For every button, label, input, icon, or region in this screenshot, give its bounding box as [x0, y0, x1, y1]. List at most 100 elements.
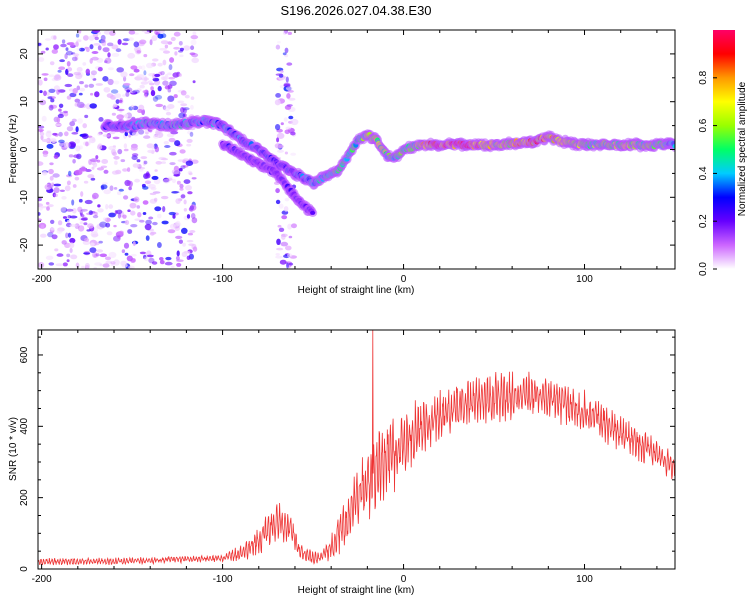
heatmap-cell: [47, 96, 53, 100]
heatmap-cell: [58, 103, 64, 109]
heatmap-cell: [149, 198, 157, 204]
heatmap-cell: [67, 67, 73, 72]
heatmap-cell: [167, 229, 176, 234]
heatmap-cell: [49, 162, 54, 166]
heatmap-cell: [157, 30, 165, 34]
heatmap-cell: [49, 61, 55, 66]
heatmap-cell: [48, 168, 54, 175]
heatmap-cell: [93, 226, 99, 233]
heatmap-cell: [57, 69, 62, 73]
heatmap-cell: [68, 242, 75, 249]
heatmap-cell: [151, 261, 158, 265]
heatmap-cell: [76, 85, 81, 91]
heatmap-cell: [180, 107, 185, 113]
heatmap-cell: [83, 35, 89, 41]
heatmap-cell: [90, 92, 94, 96]
heatmap-cell: [284, 47, 289, 54]
heatmap-cell: [162, 105, 167, 110]
heatmap-cell: [78, 209, 85, 213]
heatmap-cell: [71, 56, 78, 62]
heatmap-cell: [185, 185, 192, 191]
heatmap-cell: [182, 242, 186, 247]
snr-plot-area: [38, 330, 675, 569]
heatmap-cell: [52, 192, 56, 198]
heatmap-cell: [44, 38, 52, 41]
heatmap-cell: [141, 65, 146, 71]
heatmap-cell: [106, 231, 113, 236]
heatmap-cell: [275, 44, 281, 50]
heatmap-cell: [280, 241, 289, 247]
heatmap-cell: [76, 101, 85, 108]
heatmap-cell: [168, 64, 173, 71]
heatmap-cell: [110, 89, 119, 94]
heatmap-cell: [92, 192, 99, 199]
heatmap-cell: [169, 57, 175, 63]
heatmap-cell: [109, 30, 116, 36]
snr-series-line: [38, 330, 675, 566]
heatmap-cell: [78, 198, 83, 203]
heatmap-cell: [159, 257, 164, 261]
heatmap-cell: [136, 205, 141, 209]
heatmap-cell: [89, 247, 97, 253]
heatmap-cell: [104, 256, 112, 261]
heatmap-cell: [48, 104, 54, 111]
heatmap-cell: [122, 168, 128, 172]
heatmap-cell: [56, 116, 61, 124]
colorbar-ticks: 0.0 0.2 0.4 0.6 0.8: [698, 70, 717, 276]
y-tick-label: 600: [19, 346, 30, 363]
heatmap-cell: [150, 86, 154, 91]
heatmap-cell: [169, 151, 177, 156]
heatmap-cell: [151, 175, 159, 180]
heatmap-cell: [61, 39, 66, 44]
heatmap-cell: [56, 89, 60, 95]
heatmap-cell: [190, 45, 195, 50]
heatmap-cell: [61, 196, 67, 200]
heatmap-cell: [192, 246, 198, 252]
heatmap-cell: [72, 53, 80, 57]
heatmap-cell: [54, 248, 59, 252]
heatmap-cell: [275, 253, 280, 256]
heatmap-cell: [40, 224, 45, 230]
heatmap-cell: [38, 161, 44, 166]
heatmap-cell: [45, 131, 52, 138]
heatmap-cell: [116, 114, 124, 120]
heatmap-cell: [78, 30, 82, 34]
heatmap-cell: [93, 43, 101, 46]
heatmap-cell: [187, 130, 193, 135]
heatmap-cell: [48, 96, 56, 100]
heatmap-cell: [84, 237, 90, 242]
heatmap-cell: [187, 232, 193, 236]
heatmap-cell: [89, 103, 97, 109]
heatmap-cell: [281, 215, 288, 220]
heatmap-cell: [275, 199, 281, 205]
heatmap-cell: [102, 217, 107, 221]
heatmap-cell: [69, 237, 76, 244]
colorbar-tick-label: 0.2: [698, 214, 709, 228]
heatmap-cell: [276, 238, 281, 245]
heatmap-cell: [145, 235, 150, 241]
y-tick-label: 400: [19, 418, 30, 435]
heatmap-cell: [276, 137, 280, 143]
heatmap-cell: [183, 199, 187, 205]
heatmap-cell: [68, 154, 74, 158]
heatmap-cell: [190, 39, 197, 46]
heatmap-cell: [102, 134, 111, 138]
heatmap-cell: [128, 30, 136, 35]
heatmap-cell: [123, 148, 129, 152]
heatmap-cell: [274, 143, 283, 149]
heatmap-cell: [164, 261, 173, 266]
heatmap-cell: [69, 248, 73, 253]
heatmap-cell: [148, 72, 156, 77]
heatmap-cell: [162, 177, 170, 183]
heatmap-cell: [283, 30, 287, 35]
heatmap-cell: [169, 223, 176, 229]
heatmap-cell: [64, 131, 69, 137]
heatmap-cell: [144, 31, 151, 34]
heatmap-cell: [173, 94, 178, 99]
heatmap-cell: [144, 223, 152, 231]
heatmap-cell: [178, 41, 183, 46]
heatmap-cell: [152, 58, 159, 62]
heatmap-cell: [182, 108, 187, 114]
heatmap-cell: [88, 210, 93, 215]
